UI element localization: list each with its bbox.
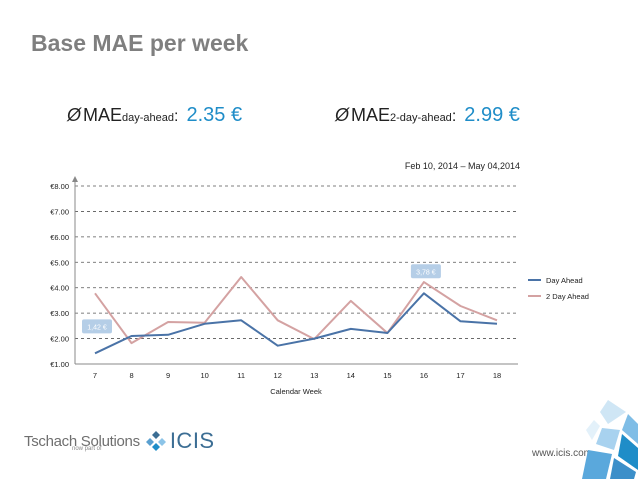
y-tick-label: €6.00	[50, 233, 69, 242]
y-tick-label: €2.00	[50, 335, 69, 344]
decorative-mosaic-icon	[582, 400, 638, 479]
y-axis-arrow	[72, 176, 78, 182]
legend-label: 2 Day Ahead	[546, 292, 589, 301]
mae-day-ahead: Ø MAE day-ahead : 2.35 €	[67, 104, 242, 127]
x-axis-label: Calendar Week	[270, 387, 322, 396]
x-tick-label: 14	[347, 371, 355, 380]
slide-title: Base MAE per week	[31, 30, 249, 56]
y-tick-label: €1.00	[50, 360, 69, 369]
y-tick-label: €7.00	[50, 207, 69, 216]
callout-box	[410, 264, 441, 279]
footer-logo: Tschach Solutions now part of ICIS	[24, 428, 215, 454]
x-tick-label: 12	[274, 371, 282, 380]
callout-label: 1,42 €	[87, 324, 107, 331]
company-name: Tschach Solutions	[24, 432, 140, 450]
x-tick-label: 7	[93, 371, 97, 380]
mae-subscript: day-ahead	[122, 112, 175, 124]
legend-label: Day Ahead	[546, 276, 583, 285]
callout-box	[82, 319, 112, 334]
callout-label: 3,78 €	[416, 269, 436, 276]
x-tick-label: 11	[237, 371, 245, 380]
mean-symbol: Ø	[67, 105, 82, 125]
mae-value: 2.99 €	[464, 104, 520, 126]
x-tick-label: 13	[310, 371, 318, 380]
brand-name: ICIS	[169, 428, 215, 453]
x-tick-label: 15	[383, 371, 391, 380]
date-range: Feb 10, 2014 – May 04,2014	[404, 161, 520, 171]
mae-label: MAE	[83, 105, 123, 125]
mae-colon: :	[174, 108, 179, 125]
mae-two-day-ahead: Ø MAE 2-day-ahead : 2.99 €	[335, 104, 520, 127]
mae-colon: :	[451, 108, 457, 125]
y-tick-label: €5.00	[50, 258, 69, 267]
mae-subscript: 2-day-ahead	[390, 112, 452, 124]
y-tick-label: €3.00	[50, 309, 69, 318]
x-tick-label: 9	[166, 371, 170, 380]
series-line-two-day-ahead	[94, 276, 498, 345]
y-tick-label: €8.00	[50, 182, 69, 191]
x-tick-label: 8	[129, 371, 133, 380]
y-tick-label: €4.00	[50, 284, 69, 293]
series-line-day-ahead	[94, 292, 498, 355]
icis-logo-icon	[145, 431, 166, 451]
company-tagline: now part of	[72, 446, 102, 452]
x-tick-label: 17	[456, 371, 464, 380]
mae-value: 2.35 €	[186, 104, 243, 126]
x-tick-label: 18	[493, 371, 501, 380]
website-url: www.icis.com	[532, 448, 593, 459]
x-tick-label: 10	[200, 371, 208, 380]
mean-symbol: Ø	[335, 105, 350, 125]
mae-label: MAE	[351, 105, 391, 125]
x-tick-label: 16	[420, 371, 428, 380]
